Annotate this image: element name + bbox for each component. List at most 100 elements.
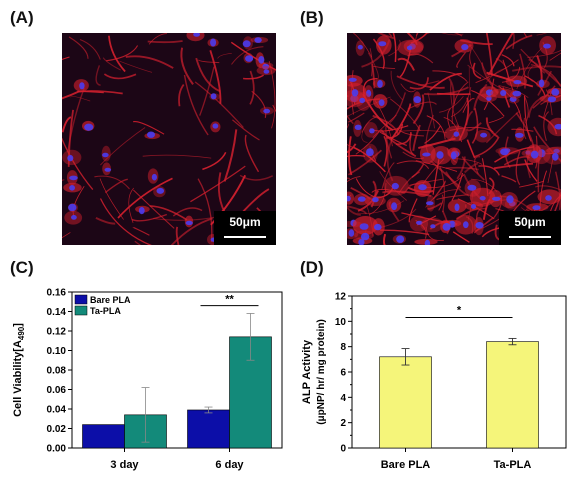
actin-fiber — [396, 131, 412, 145]
bar — [187, 409, 230, 449]
cell-nucleus — [366, 148, 374, 157]
cell-nucleus — [479, 196, 486, 201]
actin-fiber — [400, 83, 416, 93]
scale-bar-a: 50μm — [214, 211, 276, 245]
actin-fiber — [239, 174, 274, 181]
cell-nucleus — [424, 239, 431, 245]
actin-fiber — [474, 136, 500, 158]
actin-fiber — [524, 75, 546, 96]
cell-nucleus — [453, 131, 460, 137]
y-tick-label: 0.12 — [47, 327, 67, 338]
actin-fiber — [355, 129, 381, 155]
cell-nucleus — [79, 82, 85, 90]
significance-label: * — [457, 305, 462, 317]
y-tick-label: 0.04 — [47, 405, 67, 416]
cell-nucleus — [413, 96, 422, 104]
actin-fiber — [465, 122, 482, 132]
actin-fiber — [447, 108, 451, 128]
actin-fiber — [142, 154, 212, 159]
actin-fiber — [132, 226, 150, 236]
actin-fiber — [217, 52, 232, 59]
scale-bar-b: 50μm — [499, 211, 561, 245]
actin-fiber — [524, 159, 538, 182]
cell-nucleus — [480, 132, 488, 138]
actin-fiber — [108, 35, 126, 73]
cell-nucleus — [454, 203, 460, 212]
actin-fiber — [485, 117, 499, 138]
actin-fiber — [451, 81, 469, 125]
cell-nucleus — [422, 152, 431, 157]
actin-fiber — [134, 240, 142, 245]
cell-nucleus — [492, 196, 501, 201]
actin-fiber — [367, 52, 379, 80]
y-tick-label: 0 — [340, 444, 346, 455]
actin-fiber — [519, 53, 526, 89]
actin-fiber — [68, 36, 89, 59]
actin-fiber — [352, 33, 373, 58]
actin-fiber — [390, 103, 412, 141]
cell-nucleus — [461, 44, 469, 51]
actin-fiber — [426, 202, 443, 210]
cell-nucleus — [138, 207, 145, 215]
cell-nucleus — [369, 128, 375, 134]
cell-nucleus — [212, 123, 219, 129]
y-tick-label: 0.00 — [47, 444, 67, 455]
cell-nucleus — [506, 195, 514, 204]
actin-fiber — [62, 232, 71, 239]
actin-fiber — [396, 75, 445, 89]
actin-fiber — [429, 72, 462, 91]
actin-fiber — [380, 129, 417, 158]
x-tick-label: 6 day — [215, 459, 244, 471]
cell-nucleus — [156, 187, 165, 194]
actin-fiber — [62, 90, 80, 100]
cell-nucleus — [430, 224, 436, 229]
y-axis-label-line2: (μpNP/ hr/ mg protein) — [316, 319, 327, 425]
actin-fiber — [445, 166, 479, 171]
actin-fiber — [100, 127, 146, 166]
cell-nucleus — [530, 150, 539, 159]
chart-cell-viability: 0.00 0.02 0.04 0.06 0.08 0.10 0.12 0.14 0.16 3 da… — [0, 280, 290, 477]
actin-fiber — [79, 39, 101, 60]
cell-nucleus — [348, 77, 357, 82]
cell-nucleus — [426, 201, 434, 206]
cell-nucleus — [500, 148, 509, 156]
actin-fiber — [389, 98, 421, 132]
actin-fiber — [411, 163, 425, 178]
actin-fiber — [553, 188, 561, 215]
cell-nucleus — [450, 151, 457, 160]
actin-fiber — [347, 205, 361, 216]
cell-nucleus — [69, 175, 78, 181]
cell-nucleus — [357, 196, 366, 202]
actin-fiber — [461, 156, 485, 181]
actin-fiber — [439, 95, 464, 113]
cell-nucleus — [104, 167, 112, 172]
actin-fiber — [347, 176, 361, 183]
actin-fiber — [70, 96, 91, 102]
cell-nucleus — [185, 220, 193, 226]
actin-fiber — [347, 112, 365, 123]
actin-fiber — [520, 48, 546, 74]
actin-fiber — [389, 92, 406, 124]
scale-bar-a-label: 50μm — [229, 215, 261, 229]
actin-fiber — [485, 110, 521, 144]
y-axis-label: Cell Viability[A490] — [12, 323, 26, 417]
cell-nucleus — [258, 56, 265, 64]
cell-nucleus — [551, 88, 560, 97]
cell-nucleus — [538, 79, 545, 88]
cell-nucleus — [442, 223, 451, 231]
actin-fiber — [501, 175, 517, 183]
actin-fiber — [170, 217, 213, 245]
y-tick-label: 0.08 — [47, 366, 67, 377]
actin-fiber — [99, 198, 152, 245]
actin-fiber — [438, 194, 444, 211]
x-tick-label: 3 day — [110, 459, 139, 471]
actin-fiber — [102, 57, 121, 71]
legend-label: Bare PLA — [90, 295, 131, 305]
actin-fiber — [523, 95, 529, 124]
actin-fiber — [95, 65, 101, 86]
bar — [82, 424, 125, 449]
cell-nucleus — [374, 223, 382, 231]
cell-nucleus — [416, 220, 423, 225]
cell-nucleus — [378, 99, 385, 106]
actin-fiber — [347, 155, 366, 157]
